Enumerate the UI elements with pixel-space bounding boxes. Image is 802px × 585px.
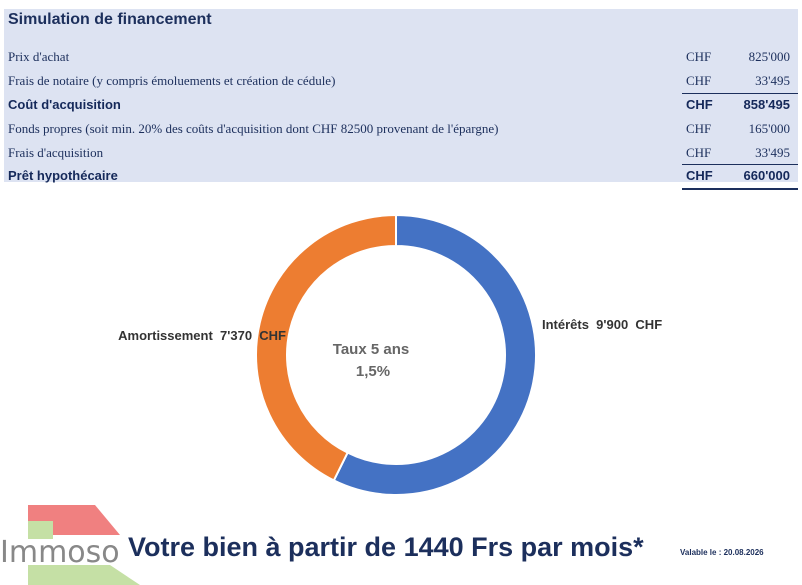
table-row: Fonds propres (soit min. 20% des coûts d… — [4, 117, 798, 141]
immoso-logo-icon — [28, 505, 140, 585]
center-text-line1: Taux 5 ans — [333, 341, 409, 358]
row-divider — [682, 188, 798, 190]
row-label: Frais de notaire (y compris émoluements … — [8, 73, 336, 88]
slice-label-amortissement: Amortissement 7'370 CHF — [118, 328, 286, 343]
financing-title: Simulation de financement — [8, 11, 212, 28]
table-row: Frais d'acquisition CHF 33'495 — [4, 141, 798, 165]
table-row: Prix d'achat CHF 825'000 — [4, 45, 798, 69]
row-currency: CHF — [686, 49, 712, 64]
table-row: Frais de notaire (y compris émoluements … — [4, 69, 798, 93]
donut-slice-interets — [332, 213, 537, 496]
validity-date: Valable le : 20.08.2026 — [680, 548, 764, 557]
logo-text: Immoso — [0, 535, 120, 570]
financing-table: Simulation de financement Prix d'achat C… — [4, 9, 798, 190]
row-value: 660'000 — [743, 168, 790, 183]
row-label: Fonds propres (soit min. 20% des coûts d… — [8, 121, 499, 136]
row-value: 33'495 — [755, 73, 790, 88]
donut-slice-amortissement — [255, 213, 397, 482]
donut-slices — [255, 213, 537, 496]
table-row: Coût d'acquisition CHF 858'495 — [4, 93, 798, 117]
row-currency: CHF — [686, 121, 712, 136]
donut-chart: Taux 5 ans 1,5% Intérêts 9'900 CHF Amort… — [118, 213, 662, 496]
row-currency: CHF — [686, 73, 712, 88]
row-divider — [682, 93, 798, 94]
row-value: 825'000 — [748, 49, 790, 64]
row-divider — [682, 164, 798, 165]
row-label: Coût d'acquisition — [8, 97, 121, 112]
row-currency: CHF — [686, 145, 712, 160]
price-banner: Votre bien à partir de 1440 Frs par mois… — [128, 532, 644, 562]
row-label: Prêt hypothécaire — [8, 168, 118, 183]
slice-label-interets: Intérêts 9'900 CHF — [542, 317, 662, 332]
table-row: Prêt hypothécaire CHF 660'000 — [4, 164, 798, 188]
row-currency: CHF — [686, 97, 713, 112]
row-value: 33'495 — [755, 145, 790, 160]
row-label: Frais d'acquisition — [8, 145, 104, 160]
center-text-line2: 1,5% — [356, 363, 390, 380]
row-label: Prix d'achat — [8, 49, 70, 64]
row-currency: CHF — [686, 168, 713, 183]
row-value: 858'495 — [743, 97, 790, 112]
row-value: 165'000 — [748, 121, 790, 136]
